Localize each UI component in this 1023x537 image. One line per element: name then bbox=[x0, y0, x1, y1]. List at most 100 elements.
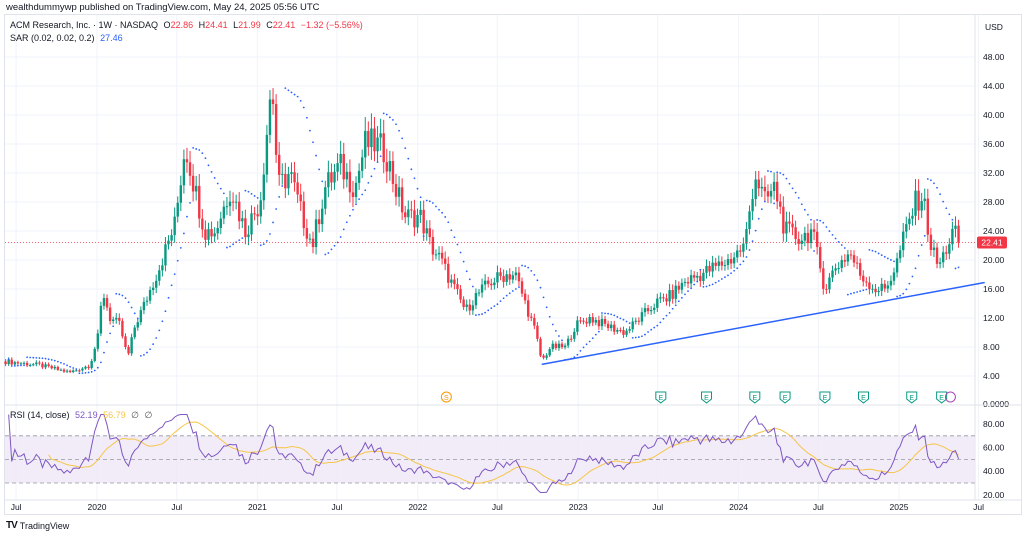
candle-body bbox=[591, 317, 594, 323]
sar-dot bbox=[164, 310, 167, 313]
open-value: 22.86 bbox=[170, 20, 194, 30]
sar-dot bbox=[724, 276, 726, 279]
sar-dot bbox=[462, 260, 465, 263]
sar-dot bbox=[330, 248, 333, 251]
sar-dot bbox=[511, 290, 514, 292]
last-price-badge bbox=[977, 236, 1007, 249]
candle-body bbox=[253, 213, 256, 215]
candle-body bbox=[717, 261, 720, 266]
sar-dot bbox=[767, 170, 769, 172]
candle-body bbox=[62, 369, 66, 372]
sar-dot bbox=[807, 213, 809, 216]
candle-body bbox=[324, 187, 327, 209]
sar-dot bbox=[179, 246, 182, 249]
sar-dot bbox=[813, 250, 815, 252]
sar-dot bbox=[413, 177, 416, 180]
sar-dot bbox=[481, 313, 483, 315]
sar-dot bbox=[794, 191, 797, 194]
candle-body bbox=[450, 279, 453, 283]
candle-body bbox=[745, 229, 748, 244]
candle-body bbox=[78, 370, 81, 372]
rsi-ma-line bbox=[48, 421, 959, 486]
candle-body bbox=[155, 280, 158, 288]
candle-body bbox=[671, 290, 674, 299]
candle-body bbox=[480, 284, 484, 293]
sar-dot bbox=[834, 237, 837, 240]
candle-body bbox=[339, 153, 342, 164]
candle-body bbox=[548, 349, 551, 356]
sar-dot bbox=[671, 307, 674, 310]
sar-dot bbox=[296, 95, 299, 98]
candle-body bbox=[699, 275, 702, 281]
candle-body bbox=[653, 307, 656, 311]
candle-body bbox=[19, 363, 23, 365]
symbol-title[interactable]: ACM Research, Inc. · 1W · NASDAQ bbox=[10, 20, 159, 30]
candle-body bbox=[871, 288, 874, 290]
candle-body bbox=[25, 362, 29, 366]
sar-dot bbox=[456, 243, 459, 246]
price-tick-label: 12.00 bbox=[983, 313, 1005, 323]
sar-dot bbox=[241, 237, 244, 240]
sar-dot bbox=[189, 202, 191, 204]
sar-dot bbox=[265, 240, 268, 242]
candle-body bbox=[606, 323, 610, 329]
candle-body bbox=[806, 232, 810, 244]
candle-body bbox=[926, 198, 930, 235]
sar-dot bbox=[714, 281, 717, 284]
brand-name[interactable]: TradingView bbox=[19, 520, 70, 531]
candle-body bbox=[376, 137, 379, 152]
sar-dot bbox=[222, 192, 225, 195]
candle-body bbox=[296, 182, 299, 195]
candle-body bbox=[914, 190, 917, 216]
candle-body bbox=[935, 247, 939, 264]
earnings-icon bbox=[779, 391, 791, 404]
candle-body bbox=[228, 201, 232, 207]
sar-dot bbox=[170, 284, 173, 287]
sar-dot bbox=[527, 266, 530, 269]
candle-body bbox=[471, 305, 475, 311]
sar-dot bbox=[192, 146, 195, 149]
candle-body bbox=[142, 301, 146, 311]
candle-body bbox=[686, 281, 690, 284]
candle-body bbox=[557, 343, 561, 349]
candle-body bbox=[170, 235, 173, 241]
candle-body bbox=[194, 185, 198, 192]
sar-dot bbox=[81, 372, 84, 375]
candle-body bbox=[785, 221, 788, 234]
candle-body bbox=[342, 153, 345, 180]
sar-dot bbox=[521, 264, 523, 267]
sar-dot bbox=[376, 161, 379, 164]
earnings-label: E bbox=[658, 395, 663, 402]
candle-body bbox=[908, 218, 911, 225]
candle-body bbox=[10, 359, 13, 365]
candle-body bbox=[616, 329, 619, 332]
candle-body bbox=[348, 171, 352, 193]
chart-frame[interactable] bbox=[4, 14, 1022, 515]
candle-body bbox=[794, 227, 797, 240]
sar-dot bbox=[763, 200, 766, 203]
sar-dot bbox=[176, 259, 179, 262]
candle-body bbox=[769, 191, 773, 197]
sar-dot bbox=[957, 266, 960, 269]
candle-body bbox=[855, 262, 859, 264]
earnings-icon bbox=[936, 391, 948, 404]
sar-dot bbox=[453, 236, 456, 239]
candle-body bbox=[302, 201, 305, 229]
earnings-icon bbox=[655, 391, 667, 404]
sar-dot bbox=[558, 335, 560, 337]
sar-dot bbox=[312, 141, 314, 144]
candle-body bbox=[262, 174, 266, 201]
sar-dot bbox=[69, 365, 72, 368]
sar-dot bbox=[644, 333, 646, 336]
sar-dot bbox=[127, 301, 130, 304]
rsi-title[interactable]: RSI (14, close) bbox=[10, 410, 70, 420]
sar-title[interactable]: SAR (0.02, 0.02, 0.2) bbox=[10, 33, 95, 43]
candle-body bbox=[364, 130, 367, 158]
candle-body bbox=[542, 355, 545, 358]
hidden-value-icon: ∅ bbox=[131, 410, 139, 420]
sar-dot bbox=[890, 259, 892, 261]
candle-body bbox=[662, 297, 665, 299]
price-tick-label: 48.00 bbox=[983, 52, 1005, 62]
sar-dot bbox=[828, 230, 831, 232]
